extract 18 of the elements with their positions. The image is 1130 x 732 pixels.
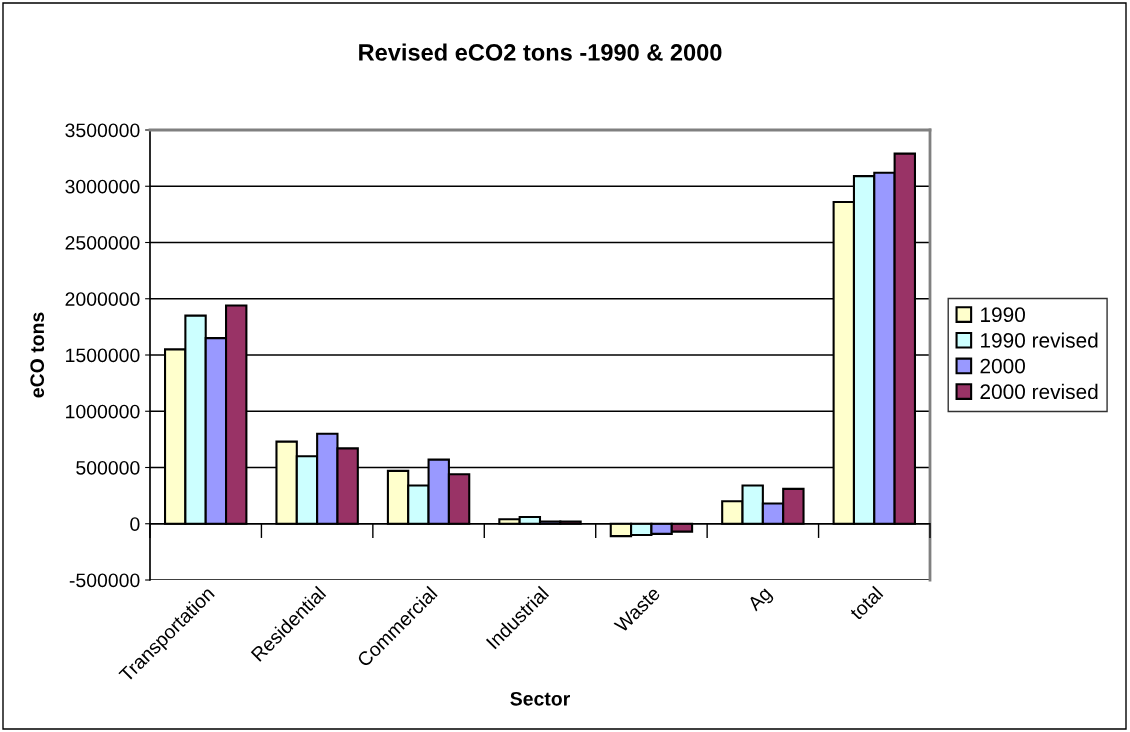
y-tick-label: 2500000 bbox=[65, 235, 140, 250]
legend-label: 1990 bbox=[981, 307, 1025, 323]
y-axis-title: eCO tons bbox=[30, 312, 45, 398]
y-tick-label: 0 bbox=[130, 517, 140, 531]
legend-label: 1990 revised bbox=[981, 332, 1098, 348]
y-tick-label: 500000 bbox=[76, 460, 140, 475]
y-tick-label: -500000 bbox=[69, 573, 140, 588]
legend-label: 2000 revised bbox=[980, 383, 1098, 400]
y-tick-label: 3500000 bbox=[65, 123, 140, 138]
y-tick-label: 1000000 bbox=[66, 404, 140, 419]
legend-label: 2000 bbox=[980, 358, 1025, 374]
x-tick-label: Ag bbox=[746, 586, 775, 615]
y-tick-label: 2000000 bbox=[65, 292, 140, 306]
x-tick-label: total bbox=[848, 585, 884, 621]
y-tick-label: 3000000 bbox=[65, 179, 140, 194]
chart-title: Revised eCO2 tons -1990 & 2000 bbox=[359, 43, 722, 61]
x-axis-title: Sector bbox=[510, 691, 570, 706]
y-tick-label: 1500000 bbox=[66, 348, 140, 363]
